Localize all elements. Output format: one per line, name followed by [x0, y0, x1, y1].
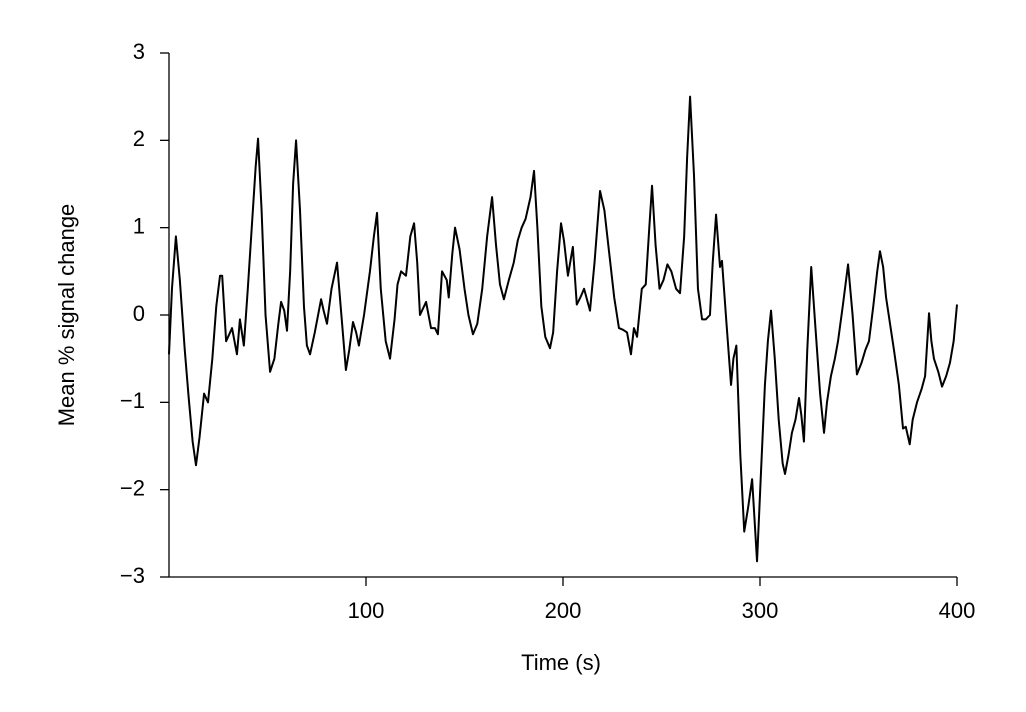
y-tick-label: −3	[120, 563, 145, 588]
y-axis-label: Mean % signal change	[54, 204, 79, 427]
signal-line	[168, 95, 958, 563]
y-tick-label: −2	[120, 475, 145, 500]
y-tick-label: 0	[133, 301, 145, 326]
y-tick-label: 2	[133, 126, 145, 151]
x-tick-label: 200	[545, 598, 582, 623]
x-tick-label: 100	[348, 598, 385, 623]
x-tick-label: 300	[742, 598, 779, 623]
y-tick-label: 3	[133, 39, 145, 64]
x-axis-label: Time (s)	[521, 650, 601, 675]
y-tick-label: −1	[120, 388, 145, 413]
x-tick-label: 400	[939, 598, 976, 623]
y-tick-label: 1	[133, 213, 145, 238]
